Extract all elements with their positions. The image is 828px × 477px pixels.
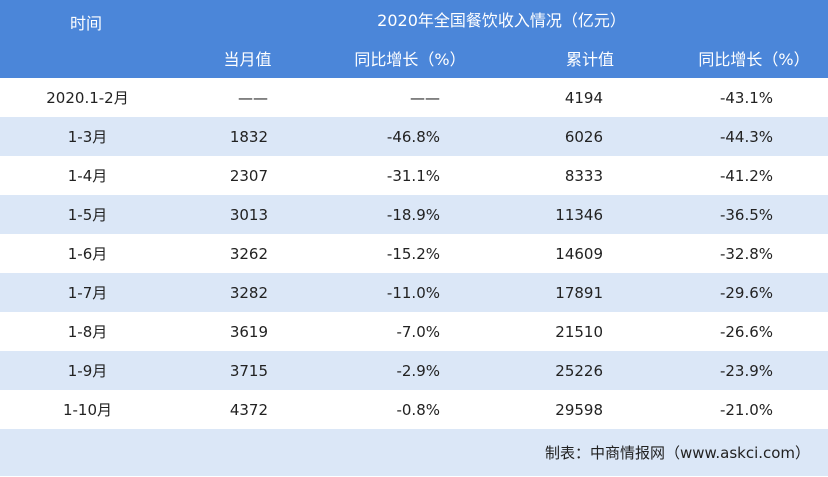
- column-header: 同比增长（%）: [680, 37, 828, 78]
- table-row: 1-10月 4372 -0.8% 29598 -21.0%: [0, 390, 828, 429]
- row-label: 1-5月: [67, 206, 108, 224]
- footer-row: 制表：中商情报网（www.askci.com）: [0, 429, 828, 476]
- table-row: 1-8月 3619 -7.0% 21510 -26.6%: [0, 312, 828, 351]
- time-header: 时间: [0, 0, 175, 78]
- table-cell: -41.2%: [719, 166, 774, 185]
- table-footer: 制表：中商情报网（www.askci.com）: [0, 429, 828, 476]
- row-label: 1-8月: [67, 323, 108, 341]
- table-cell: -46.8%: [386, 127, 440, 146]
- header-row: 时间 2020年全国餐饮收入情况（亿元）: [0, 0, 828, 78]
- table-cell: 2307: [229, 166, 268, 185]
- table-cell: -31.1%: [386, 166, 440, 185]
- table-cell: -44.3%: [719, 127, 774, 146]
- table-cell: 4372: [229, 400, 268, 419]
- table-cell: 8333: [564, 166, 603, 185]
- table-cell: 29598: [555, 400, 603, 419]
- table-row: 1-7月 3282 -11.0% 17891 -29.6%: [0, 273, 828, 312]
- table-cell: -0.8%: [396, 400, 440, 419]
- table-cell: -26.6%: [719, 322, 774, 341]
- table-cell: ——: [238, 88, 268, 107]
- table-cell: 14609: [555, 244, 603, 263]
- table-row: 1-4月 2307 -31.1% 8333 -41.2%: [0, 156, 828, 195]
- row-label: 1-7月: [67, 284, 108, 302]
- table-cell: 6026: [564, 127, 603, 146]
- table-cell: 4194: [564, 88, 603, 107]
- table-cell: -2.9%: [396, 361, 440, 380]
- table-cell: 3715: [229, 361, 268, 380]
- column-header: 累计值: [500, 37, 680, 78]
- table-cell: 3282: [229, 283, 268, 302]
- table-header: 时间 2020年全国餐饮收入情况（亿元） 当月值 同比增长（%） 累计值 同比增长（%…: [0, 0, 828, 78]
- column-header: 同比增长（%）: [320, 37, 500, 78]
- table-cell: ——: [410, 88, 440, 107]
- column-header: 当月值: [175, 37, 320, 78]
- table-cell: -15.2%: [386, 244, 440, 263]
- row-label: 1-6月: [67, 245, 108, 263]
- table-cell: -36.5%: [719, 205, 774, 224]
- source-note: 制表：中商情报网（www.askci.com）: [0, 429, 828, 476]
- table-cell: -29.6%: [719, 283, 774, 302]
- table-row: 1-5月 3013 -18.9% 11346 -36.5%: [0, 195, 828, 234]
- table-cell: 17891: [555, 283, 603, 302]
- table-cell: -7.0%: [396, 322, 440, 341]
- row-label: 2020.1-2月: [46, 89, 129, 107]
- table-cell: -23.9%: [719, 361, 774, 380]
- table-cell: -21.0%: [719, 400, 774, 419]
- table-cell: 21510: [555, 322, 603, 341]
- table-cell: 3262: [229, 244, 268, 263]
- table-cell: -43.1%: [719, 88, 774, 107]
- table-cell: -11.0%: [386, 283, 440, 302]
- table-cell: 3619: [229, 322, 268, 341]
- row-label: 1-9月: [67, 362, 108, 380]
- table-row: 1-6月 3262 -15.2% 14609 -32.8%: [0, 234, 828, 273]
- table-title: 2020年全国餐饮收入情况（亿元）: [175, 0, 828, 37]
- table-cell: 25226: [555, 361, 603, 380]
- row-label: 1-4月: [67, 167, 108, 185]
- table-cell: 3013: [229, 205, 268, 224]
- table-body: 2020.1-2月 —— —— 4194 -43.1% 1-3月 1832 -46.8% 602…: [0, 78, 828, 429]
- table-row: 1-9月 3715 -2.9% 25226 -23.9%: [0, 351, 828, 390]
- header-row: 当月值 同比增长（%） 累计值 同比增长（%）: [0, 37, 828, 78]
- table-cell: -32.8%: [719, 244, 774, 263]
- row-label: 1-10月: [62, 401, 113, 419]
- table-cell: 11346: [555, 205, 603, 224]
- table-row: 2020.1-2月 —— —— 4194 -43.1%: [0, 78, 828, 117]
- table-row: 1-3月 1832 -46.8% 6026 -44.3%: [0, 117, 828, 156]
- table-cell: 1832: [229, 127, 268, 146]
- table-cell: -18.9%: [386, 205, 440, 224]
- row-label: 1-3月: [67, 128, 108, 146]
